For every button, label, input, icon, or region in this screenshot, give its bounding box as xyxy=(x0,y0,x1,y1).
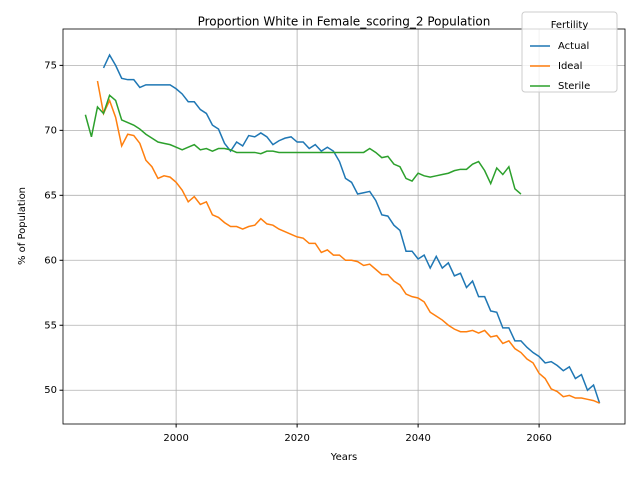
x-tick-label: 2040 xyxy=(405,433,430,444)
plot-frame xyxy=(62,28,626,425)
y-tick-label: 50 xyxy=(44,385,57,396)
x-tick-label: 2000 xyxy=(163,433,188,444)
series-line xyxy=(102,53,601,404)
legend-title: Fertility xyxy=(551,20,589,31)
y-tick-label: 60 xyxy=(44,255,57,266)
legend-label: Actual xyxy=(558,41,589,52)
x-axis-label: Years xyxy=(330,452,357,463)
x-tick-label: 2020 xyxy=(284,433,309,444)
y-tick-label: 75 xyxy=(44,60,57,71)
legend-label: Ideal xyxy=(558,61,582,72)
y-tick-label: 65 xyxy=(44,190,57,201)
series-line xyxy=(84,93,522,195)
x-tick-label: 2060 xyxy=(526,433,551,444)
series-line xyxy=(96,80,600,404)
y-tick-label: 55 xyxy=(44,320,57,331)
legend-label: Sterile xyxy=(558,81,590,92)
chart-title: Proportion White in Female_scoring_2 Pop… xyxy=(198,15,491,29)
y-tick-label: 70 xyxy=(44,125,57,136)
y-axis-label: % of Population xyxy=(17,187,28,265)
legend-box xyxy=(521,11,618,93)
